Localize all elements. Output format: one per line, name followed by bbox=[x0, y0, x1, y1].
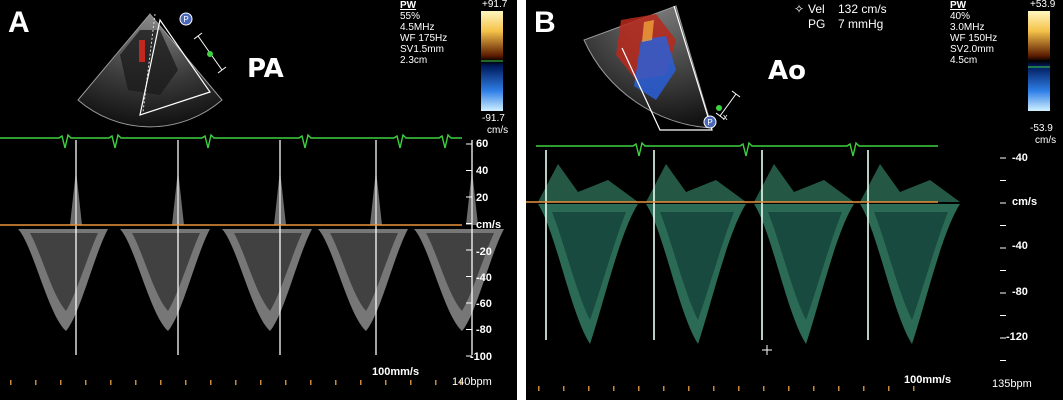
param-gain: 40% bbox=[950, 11, 971, 22]
time-scale bbox=[538, 386, 915, 391]
doppler-spectrum bbox=[538, 150, 960, 344]
sweep-speed: 100mm/s bbox=[904, 374, 952, 386]
param-frequency: 3.0MHz bbox=[950, 22, 985, 33]
acquisition-params: PW 55% 4.5MHz WF 175Hz SV1.5mm 2.3cm bbox=[400, 0, 447, 66]
axis-tick: -80 bbox=[1012, 286, 1028, 298]
axis-tick: 40 bbox=[476, 165, 489, 177]
vel-label: Vel bbox=[808, 2, 825, 16]
param-frequency: 4.5MHz bbox=[400, 22, 435, 33]
panel-a: P A PA PW 55% 4.5MHz WF 175Hz SV1.5mm 2.… bbox=[0, 0, 517, 400]
spectral-envelope bbox=[18, 229, 108, 331]
panel-label: A bbox=[8, 6, 30, 39]
sample-gate-icon bbox=[193, 32, 227, 74]
axis-tick: 60 bbox=[476, 138, 489, 150]
sweep-speed: 100mm/s bbox=[372, 366, 420, 378]
colorbar-max: +91.7 bbox=[482, 0, 508, 10]
param-depth: 2.3cm bbox=[400, 55, 428, 66]
measurement-readout: ✧ Vel 132 cm/s PG 7 mmHg bbox=[794, 2, 887, 32]
axis-tick: -120 bbox=[1006, 331, 1029, 343]
spectral-envelope bbox=[414, 229, 504, 331]
colorbar-unit: cm/s bbox=[487, 125, 509, 136]
panel-label: B bbox=[534, 6, 556, 39]
time-scale bbox=[10, 380, 462, 385]
axis-tick: -60 bbox=[476, 298, 492, 310]
axis-tick: -40 bbox=[1012, 152, 1028, 164]
axis-tick: -100 bbox=[470, 351, 493, 363]
svg-text:x: x bbox=[723, 112, 728, 122]
param-sample-volume: SV1.5mm bbox=[400, 44, 444, 55]
mode-label: PW bbox=[950, 0, 967, 11]
doppler-spectrum bbox=[18, 140, 504, 355]
param-gain: 55% bbox=[400, 11, 421, 22]
pg-label: PG bbox=[808, 17, 826, 31]
colorbar-min: -53.9 bbox=[1030, 123, 1053, 134]
cursor-icon: ✧ bbox=[794, 2, 805, 16]
spectral-envelope bbox=[120, 229, 210, 331]
axis-unit: cm/s bbox=[476, 219, 502, 231]
probe-marker-label: P bbox=[183, 15, 188, 24]
axis-tick: -40 bbox=[476, 272, 492, 284]
ecg-trace bbox=[0, 133, 462, 149]
mode-label: PW bbox=[400, 0, 417, 11]
measure-cursor-icon bbox=[762, 345, 772, 355]
ecg-trace bbox=[536, 141, 938, 157]
axis-tick: -20 bbox=[476, 246, 492, 258]
param-wall-filter: WF 150Hz bbox=[950, 33, 998, 44]
probe-marker-icon bbox=[179, 12, 193, 26]
sample-gate-icon: x bbox=[715, 90, 741, 122]
spectral-envelope bbox=[318, 229, 408, 331]
colorbar-unit: cm/s bbox=[1035, 135, 1057, 146]
heart-rate: 135bpm bbox=[992, 378, 1032, 390]
param-sample-volume: SV2.0mm bbox=[950, 44, 994, 55]
heart-rate: 140bpm bbox=[452, 376, 492, 388]
axis-tick: -40 bbox=[1012, 240, 1028, 252]
spectral-envelope bbox=[222, 229, 312, 331]
probe-marker-label: P bbox=[707, 118, 712, 127]
axis-unit: cm/s bbox=[1012, 196, 1038, 208]
acquisition-params: PW 40% 3.0MHz WF 150Hz SV2.0mm 4.5cm bbox=[950, 0, 997, 66]
param-depth: 4.5cm bbox=[950, 55, 978, 66]
velocity-colorbar bbox=[1028, 11, 1050, 111]
param-wall-filter: WF 175Hz bbox=[400, 33, 448, 44]
axis-tick: 20 bbox=[476, 192, 489, 204]
vel-value: 132 cm/s bbox=[838, 2, 887, 16]
pg-value: 7 mmHg bbox=[838, 17, 884, 31]
panel-b: P x B Ao ✧ Vel 132 cm/s PG 7 mmHg PW 40% 3.… bbox=[526, 0, 1063, 400]
probe-marker-icon bbox=[703, 115, 717, 129]
view-label: PA bbox=[247, 54, 284, 84]
view-label: Ao bbox=[768, 56, 806, 86]
colorbar-max: +53.9 bbox=[1030, 0, 1056, 10]
axis-tick: -80 bbox=[476, 324, 492, 336]
colorbar-min: -91.7 bbox=[482, 113, 505, 124]
panel-a-graphics: P bbox=[0, 11, 504, 385]
panel-b-graphics: P x bbox=[526, 5, 1050, 391]
